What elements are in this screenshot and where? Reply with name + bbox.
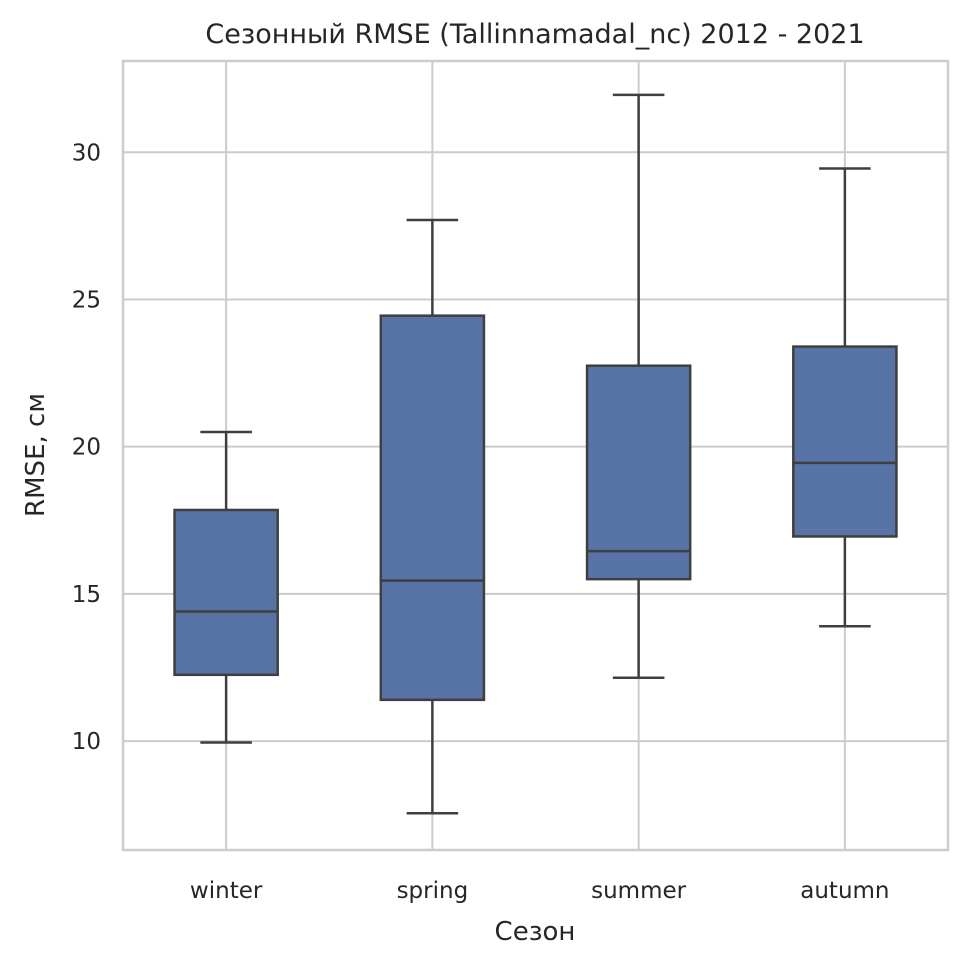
plot-frame — [121, 59, 950, 852]
box-summer — [585, 364, 692, 581]
y-tick-label: 25 — [72, 287, 101, 313]
x-tick-label-autumn: autumn — [800, 878, 889, 904]
y-tick-label: 20 — [72, 435, 101, 461]
box-group-spring — [379, 218, 486, 815]
box-group-autumn — [792, 167, 898, 628]
box-spring — [379, 314, 486, 702]
x-tick-label-winter: winter — [190, 878, 263, 904]
box-autumn — [792, 345, 898, 538]
box-group-summer — [585, 93, 692, 680]
x-axis-label: Сезон — [495, 917, 576, 947]
box-winter — [173, 508, 279, 677]
y-tick-label: 10 — [72, 729, 101, 755]
y-tick-label: 30 — [72, 140, 101, 166]
y-tick-label: 15 — [72, 582, 101, 608]
x-tick-label-spring: spring — [397, 878, 469, 904]
tick-layer: 10 15 20 25 30 winter spring summer autumn — [72, 140, 890, 904]
y-axis-label: RMSE, см — [21, 393, 51, 517]
box-layer — [173, 93, 898, 815]
box-group-winter — [173, 430, 279, 744]
x-tick-label-summer: summer — [591, 878, 687, 904]
chart-title: Сезонный RMSE (Tallinnamadal_nc) 2012 - … — [205, 19, 864, 50]
